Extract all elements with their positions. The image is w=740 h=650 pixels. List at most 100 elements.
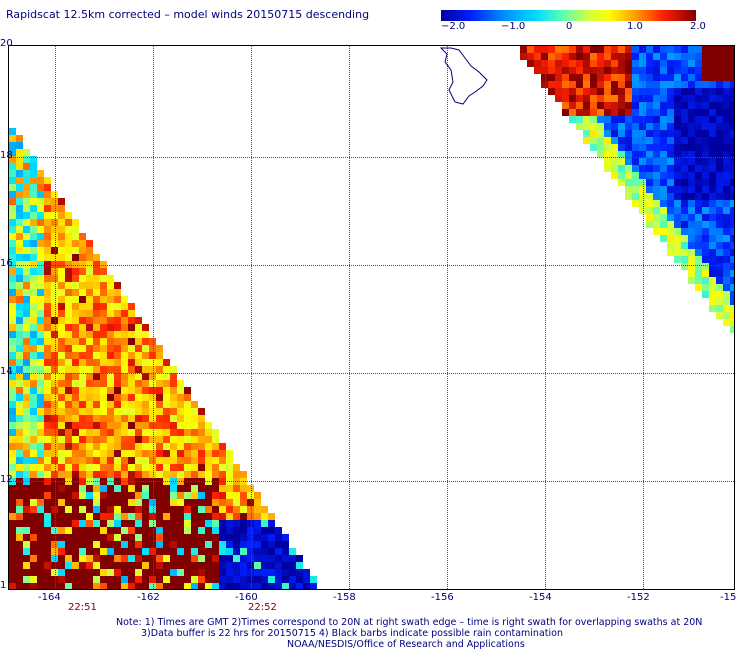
heatmap-cell [72, 422, 79, 429]
heatmap-cell [156, 401, 163, 408]
heatmap-cell [44, 548, 51, 555]
heatmap-cell [709, 179, 716, 186]
heatmap-cell [709, 95, 716, 102]
heatmap-cell [653, 214, 660, 221]
heatmap-cell [30, 205, 37, 212]
heatmap-cell [618, 102, 625, 109]
heatmap-cell [170, 499, 177, 506]
x-axis-label: -15 [720, 592, 737, 603]
heatmap-cell [16, 233, 23, 240]
heatmap-cell [562, 53, 569, 60]
heatmap-cell [163, 492, 170, 499]
grid-line [251, 46, 252, 589]
heatmap-cell [170, 436, 177, 443]
heatmap-cell [128, 359, 135, 366]
heatmap-cell [730, 256, 734, 263]
heatmap-cell [702, 109, 709, 116]
heatmap-cell [107, 527, 114, 534]
heatmap-cell [170, 450, 177, 457]
heatmap-cell [142, 331, 149, 338]
heatmap-cell [9, 408, 16, 415]
heatmap-cell [121, 499, 128, 506]
heatmap-cell [114, 555, 121, 562]
heatmap-cell [639, 123, 646, 130]
heatmap-cell [709, 221, 716, 228]
heatmap-cell [170, 422, 177, 429]
heatmap-cell [86, 576, 93, 583]
heatmap-cell [716, 165, 723, 172]
heatmap-cell [268, 583, 275, 589]
heatmap-cell [723, 291, 730, 298]
heatmap-cell [58, 219, 65, 226]
heatmap-cell [604, 144, 611, 151]
heatmap-cell [121, 513, 128, 520]
heatmap-cell [625, 116, 632, 123]
heatmap-cell [163, 555, 170, 562]
heatmap-cell [100, 576, 107, 583]
heatmap-cell [37, 513, 44, 520]
heatmap-cell [695, 102, 702, 109]
heatmap-cell [30, 366, 37, 373]
heatmap-cell [30, 520, 37, 527]
heatmap-cell [72, 534, 79, 541]
heatmap-cell [30, 443, 37, 450]
heatmap-cell [37, 373, 44, 380]
heatmap-cell [93, 555, 100, 562]
heatmap-cell [44, 401, 51, 408]
heatmap-cell [44, 317, 51, 324]
heatmap-cell [597, 144, 604, 151]
heatmap-cell [37, 429, 44, 436]
heatmap-cell [142, 499, 149, 506]
heatmap-cell [597, 81, 604, 88]
heatmap-cell [93, 345, 100, 352]
heatmap-cell [65, 436, 72, 443]
heatmap-cell [121, 317, 128, 324]
heatmap-cell [23, 541, 30, 548]
heatmap-cell [30, 401, 37, 408]
y-axis-label: 16 [0, 258, 13, 269]
heatmap-cell [37, 352, 44, 359]
heatmap-cell [58, 576, 65, 583]
heatmap-cell [254, 499, 261, 506]
heatmap-cell [695, 249, 702, 256]
heatmap-cell [163, 527, 170, 534]
heatmap-cell [93, 569, 100, 576]
heatmap-cell [674, 130, 681, 137]
heatmap-cell [44, 576, 51, 583]
heatmap-cell [121, 450, 128, 457]
heatmap-cell [590, 74, 597, 81]
heatmap-cell [72, 443, 79, 450]
heatmap-cell [681, 179, 688, 186]
y-axis-label: 1 [0, 580, 7, 591]
heatmap-cell [149, 506, 156, 513]
heatmap-cell [170, 408, 177, 415]
heatmap-cell [590, 88, 597, 95]
heatmap-cell [86, 562, 93, 569]
heatmap-cell [653, 221, 660, 228]
heatmap-cell [16, 310, 23, 317]
heatmap-cell [639, 95, 646, 102]
heatmap-cell [37, 268, 44, 275]
heatmap-cell [9, 177, 16, 184]
heatmap-cell [156, 534, 163, 541]
heatmap-cell [44, 520, 51, 527]
heatmap-cell [261, 583, 268, 589]
heatmap-cell [240, 506, 247, 513]
heatmap-cell [723, 312, 730, 319]
heatmap-cell [240, 548, 247, 555]
heatmap-cell [79, 457, 86, 464]
heatmap-cell [37, 296, 44, 303]
heatmap-cell [30, 352, 37, 359]
heatmap-cell [44, 541, 51, 548]
heatmap-cell [604, 137, 611, 144]
heatmap-cell [9, 345, 16, 352]
heatmap-cell [37, 177, 44, 184]
x-axis-label: -158 [333, 592, 356, 603]
heatmap-cell [646, 102, 653, 109]
heatmap-cell [30, 303, 37, 310]
heatmap-cell [702, 200, 709, 207]
heatmap-cell [86, 569, 93, 576]
heatmap-cell [562, 109, 569, 116]
heatmap-cell [121, 534, 128, 541]
heatmap-cell [9, 506, 16, 513]
